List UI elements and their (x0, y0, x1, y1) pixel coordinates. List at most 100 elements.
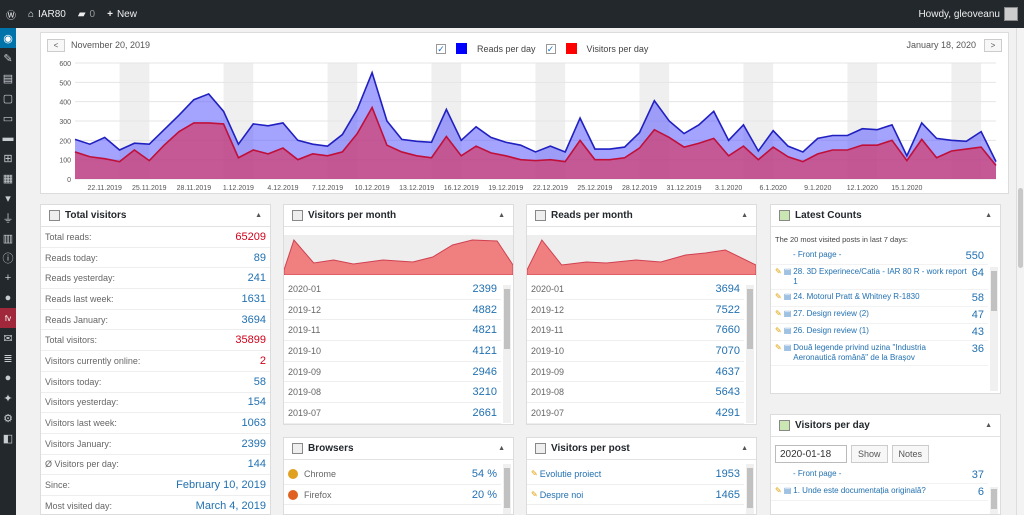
add-icon[interactable]: + (4, 272, 12, 284)
reads-month-scrollbar[interactable] (746, 285, 754, 423)
visitors-day-scrollbar[interactable] (990, 487, 998, 514)
new-content-link[interactable]: + New (101, 0, 143, 28)
feedback-icon[interactable]: ▾ (5, 192, 11, 205)
list-item: Total visitors: 35899 (41, 330, 270, 352)
total-visitors-list: Total reads: 65209 Reads today: 89 Reads yes… (41, 227, 270, 514)
visitors-month-scrollbar[interactable] (503, 285, 511, 423)
mail-icon[interactable]: ✉ (3, 332, 13, 345)
plugin-icon[interactable]: ⏚ (2, 213, 14, 225)
browsers-scrollbar[interactable] (503, 464, 511, 514)
collapse-toggle-icon[interactable]: ▲ (741, 445, 748, 452)
visitors-per-month-header[interactable]: Visitors per month ▲ (284, 205, 513, 227)
latest-counts-header[interactable]: Latest Counts ▲ (771, 205, 1000, 227)
visitors-checkbox[interactable]: ✓ (545, 43, 556, 54)
scrollbar-thumb[interactable] (991, 271, 997, 311)
layout-icon[interactable]: ▦ (2, 172, 14, 185)
post-link[interactable]: Două legende privind uzina "Industria Ae… (793, 343, 926, 362)
item-label[interactable]: Evolutie proiect (539, 468, 602, 479)
visitors-per-post-header[interactable]: Visitors per post ▲ (527, 438, 756, 460)
edit-icon[interactable]: ✎ (775, 486, 782, 495)
collapse-toggle-icon[interactable]: ▲ (985, 422, 992, 429)
pin-icon[interactable]: ✎ (3, 52, 13, 65)
list-icon[interactable]: ≣ (3, 352, 13, 365)
collapse-icon[interactable]: ◧ (2, 432, 14, 445)
x-tick-label: 6.1.2020 (760, 185, 787, 192)
edit-icon[interactable]: ✎ (531, 490, 538, 500)
list-item: Visitors currently online: 2 (41, 351, 270, 372)
scrollbar-thumb[interactable] (991, 489, 997, 509)
visitors-post-scrollbar[interactable] (746, 464, 754, 514)
post-link[interactable]: 27. Design review (2) (793, 309, 869, 318)
item-label[interactable]: Despre noi (539, 489, 584, 500)
reads-checkbox[interactable]: ✓ (436, 43, 446, 54)
post-link[interactable]: 28. 3D Experinece/Catia - IAR 80 R - wor… (793, 267, 967, 286)
media-icon[interactable]: ▤ (2, 72, 14, 85)
forms-icon[interactable]: ▥ (2, 232, 14, 245)
scrollbar-thumb[interactable] (504, 468, 510, 508)
item-label: 2019-10 (531, 345, 565, 356)
post-link[interactable]: 1. Unde este documentația originală? (793, 486, 926, 495)
fv-icon[interactable]: fv (0, 308, 16, 328)
date-input[interactable]: 2020-01-18 (775, 445, 847, 463)
x-tick-label: 25.12.2019 (577, 185, 612, 192)
visitors-per-post-list: ✎ Evolutie proiect 1953 ✎ Despre noi 1465 (527, 464, 756, 506)
prev-period-button[interactable]: < (47, 39, 65, 52)
post-count: 550 (965, 250, 984, 262)
latest-counts-title: Latest Counts (795, 210, 862, 221)
scrollbar-thumb[interactable] (747, 289, 753, 349)
edit-icon[interactable]: ✎ (775, 309, 782, 318)
item-label: Ø Visitors per day: (45, 459, 119, 470)
page-scrollbar[interactable] (1016, 28, 1024, 515)
item-value: 3694 (715, 282, 740, 295)
collapse-toggle-icon[interactable]: ▲ (255, 212, 262, 219)
calendar-icon (779, 420, 790, 431)
list-item: 2019-07 2661 (284, 403, 501, 424)
post-link[interactable]: 24. Motorul Pratt & Whitney R-1830 (793, 292, 920, 301)
collapse-toggle-icon[interactable]: ▲ (498, 445, 505, 452)
info-icon[interactable]: ⓘ (2, 253, 14, 265)
dashboard-icon[interactable]: ◉ (0, 28, 16, 48)
item-label: 2019-07 (531, 407, 565, 418)
edit-icon[interactable]: ✎ (531, 469, 538, 479)
scrollbar-thumb[interactable] (747, 468, 753, 508)
edit-icon[interactable]: ✎ (775, 267, 782, 276)
collapse-toggle-icon[interactable]: ▲ (498, 212, 505, 219)
item-value: 4637 (715, 365, 740, 378)
notes-button[interactable]: Notes (891, 445, 930, 463)
post-link[interactable]: 26. Design review (1) (793, 326, 869, 335)
admin-sidebar: ◉ ✎ ▤ ▢ ▭ ▬ ⊞ ▦ ▾ ⏚ ▥ ⓘ + ● fv ✉ ≣ ● ✦ ⚙… (0, 28, 16, 515)
show-button[interactable]: Show (851, 445, 888, 463)
users-icon[interactable]: ● (4, 292, 12, 304)
visitors-per-day-header[interactable]: Visitors per day ▲ (771, 415, 1000, 437)
item-label: 2020-01 (531, 283, 565, 294)
document-icon: ▤ (783, 292, 792, 301)
list-item: 2019-08 3210 (284, 382, 501, 404)
comments-link[interactable]: ▰ 0 (72, 0, 101, 28)
collapse-toggle-icon[interactable]: ▲ (985, 212, 992, 219)
edit-icon[interactable]: ✎ (775, 292, 782, 301)
edit-icon[interactable]: ✎ (775, 326, 782, 335)
next-period-button[interactable]: > (984, 39, 1002, 52)
post-link[interactable]: - Front page - (793, 250, 842, 259)
comments-icon[interactable]: ▬ (2, 132, 14, 144)
tools-icon[interactable]: ✦ (3, 392, 13, 405)
wordpress-logo[interactable]: Ⓦ (0, 0, 22, 28)
account-menu[interactable]: Howdy, gleoveanu (912, 0, 1024, 28)
post-link[interactable]: - Front page - (793, 469, 842, 478)
browsers-header[interactable]: Browsers ▲ (284, 438, 513, 460)
scrollbar-thumb[interactable] (504, 289, 510, 349)
grid-icon[interactable]: ⊞ (3, 152, 13, 165)
x-tick-label: 4.12.2019 (267, 185, 298, 192)
item-value: 7522 (715, 303, 740, 316)
edit-icon[interactable]: ✎ (775, 343, 782, 352)
pages-icon[interactable]: ▢ (2, 92, 14, 105)
latest-counts-scrollbar[interactable] (990, 267, 998, 391)
collapse-toggle-icon[interactable]: ▲ (741, 212, 748, 219)
settings-icon[interactable]: ⚙ (3, 412, 13, 425)
total-visitors-header[interactable]: Total visitors ▲ (41, 205, 270, 227)
reads-per-month-header[interactable]: Reads per month ▲ (527, 205, 756, 227)
folder-icon[interactable]: ▭ (2, 112, 14, 125)
site-name-link[interactable]: ⌂ IAR80 (22, 0, 72, 28)
user-icon[interactable]: ● (4, 372, 12, 384)
page-scrollbar-thumb[interactable] (1018, 188, 1023, 268)
